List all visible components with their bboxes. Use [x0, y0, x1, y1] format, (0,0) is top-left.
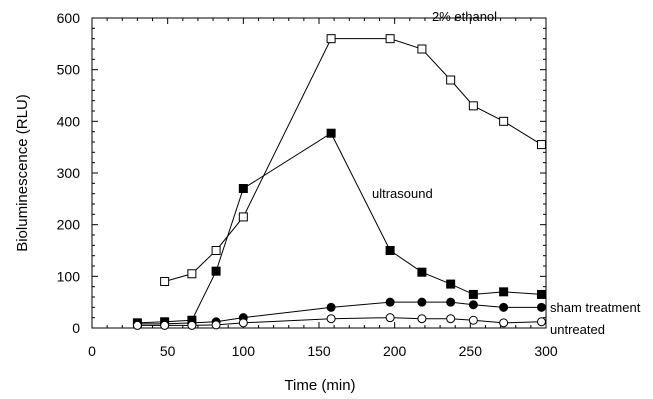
- x-tick-label: 100: [232, 343, 256, 359]
- series-line: [137, 132, 542, 324]
- data-point: [160, 320, 170, 330]
- y-tick-label: 300: [57, 165, 81, 181]
- data-point: [536, 289, 546, 299]
- data-point: [160, 277, 170, 286]
- data-point: [187, 320, 197, 330]
- y-tick-label: 100: [57, 268, 81, 284]
- x-axis-title: Time (min): [284, 377, 355, 394]
- data-point: [468, 101, 478, 111]
- data-point: [417, 267, 427, 277]
- series-label-sham-treatment: sham treatment: [550, 300, 641, 315]
- y-tick-label: 400: [57, 113, 81, 129]
- data-point: [499, 287, 509, 297]
- y-tick-label: 0: [72, 320, 80, 336]
- series-0: [160, 34, 546, 286]
- data-point: [446, 75, 456, 85]
- y-tick-label: 600: [57, 10, 81, 26]
- data-point: [499, 116, 509, 126]
- series-line: [137, 301, 542, 325]
- plot-frame: [91, 17, 547, 329]
- data-point: [326, 34, 336, 44]
- data-point: [536, 317, 546, 327]
- data-point: [385, 246, 395, 255]
- y-axis-title: Bioluminescence (RLU): [14, 94, 31, 252]
- data-point: [238, 184, 248, 193]
- series-line: [137, 317, 542, 326]
- data-point: [211, 246, 221, 255]
- x-tick-label: 50: [160, 343, 176, 359]
- data-point: [238, 318, 248, 328]
- data-point: [417, 297, 427, 307]
- data-point: [446, 279, 456, 289]
- data-point: [385, 34, 395, 44]
- x-tick-label: 300: [534, 343, 558, 359]
- data-point: [385, 297, 395, 307]
- data-point: [417, 44, 427, 54]
- data-point: [326, 128, 336, 138]
- data-point: [238, 212, 248, 222]
- y-tick-label: 200: [57, 217, 81, 233]
- series-label-ethanol: 2% ethanol: [432, 9, 497, 24]
- data-point: [417, 314, 427, 324]
- data-point: [187, 269, 197, 279]
- axes: 0 50 100 150 200 250 300 0 100 200 300 400 500 600: [57, 10, 558, 359]
- series-3: [132, 313, 546, 330]
- series-layer: [132, 34, 546, 330]
- data-point: [536, 302, 546, 312]
- data-point: [385, 313, 395, 323]
- data-point: [211, 320, 221, 330]
- series-1: [132, 128, 546, 328]
- series-label-ultrasound: ultrasound: [372, 186, 433, 201]
- data-point: [468, 289, 478, 299]
- data-point: [326, 302, 336, 312]
- series-label-untreated: untreated: [550, 322, 605, 337]
- data-point: [446, 297, 456, 307]
- x-tick-label: 150: [307, 343, 331, 359]
- y-tick-label: 500: [57, 62, 81, 78]
- data-point: [326, 314, 336, 324]
- data-point: [499, 318, 509, 328]
- x-tick-label: 200: [383, 343, 407, 359]
- data-point: [468, 300, 478, 310]
- x-tick-label: 0: [88, 343, 96, 359]
- data-point: [499, 302, 509, 312]
- data-point: [536, 140, 546, 150]
- data-point: [446, 314, 456, 324]
- x-tick-label: 250: [459, 343, 483, 359]
- data-point: [132, 320, 142, 330]
- data-point: [211, 266, 221, 276]
- series-line: [164, 38, 542, 282]
- data-point: [468, 315, 478, 325]
